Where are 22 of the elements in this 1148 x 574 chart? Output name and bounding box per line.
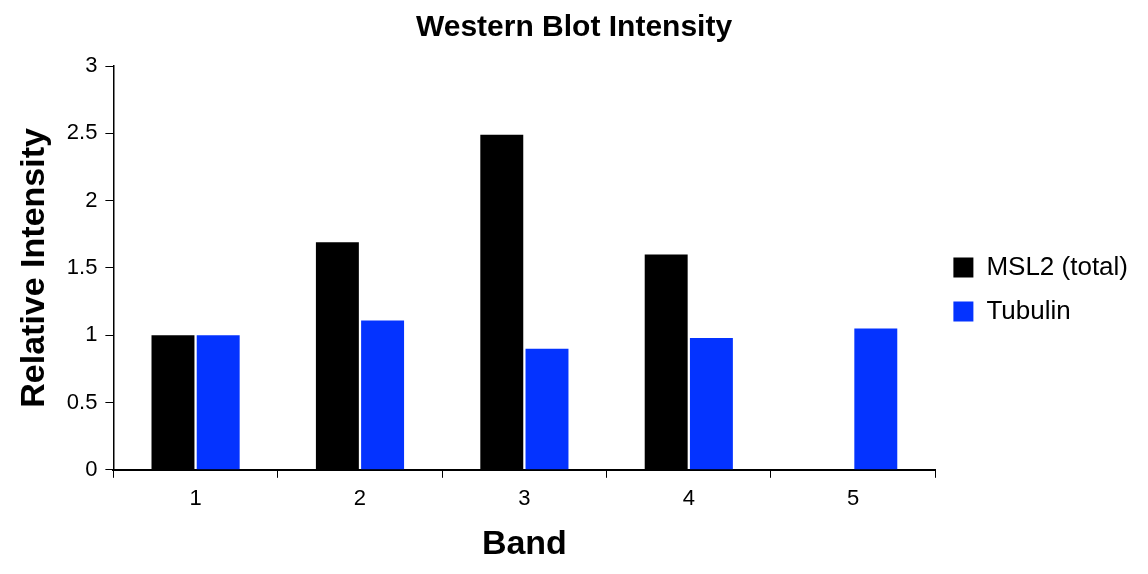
legend-label: MSL2 (total) — [986, 250, 1129, 281]
x-tick-label: 3 — [518, 485, 531, 511]
y-tick-label: 1 — [85, 321, 98, 347]
x-tick-label: 2 — [353, 485, 367, 511]
bar — [525, 348, 569, 470]
chart-title: Western Blot Intensity — [415, 9, 733, 43]
y-tick-label: 2.5 — [66, 119, 98, 145]
x-axis-title: Band — [481, 522, 567, 561]
x-tick-label: 5 — [847, 485, 860, 511]
y-tick-label: 0.5 — [66, 388, 98, 414]
x-tick-label: 4 — [682, 485, 695, 511]
y-tick-label: 3 — [85, 52, 98, 78]
y-axis-title: Relative Intensity — [12, 127, 51, 408]
y-tick-label: 1.5 — [66, 253, 98, 279]
x-tick-label: 1 — [189, 485, 202, 511]
bar — [854, 328, 898, 470]
bar — [361, 320, 405, 470]
y-tick-label: 0 — [85, 455, 98, 481]
legend-label: Tubulin — [986, 294, 1071, 325]
bar — [689, 337, 733, 470]
bar — [196, 335, 240, 470]
y-tick-label: 2 — [85, 186, 98, 212]
